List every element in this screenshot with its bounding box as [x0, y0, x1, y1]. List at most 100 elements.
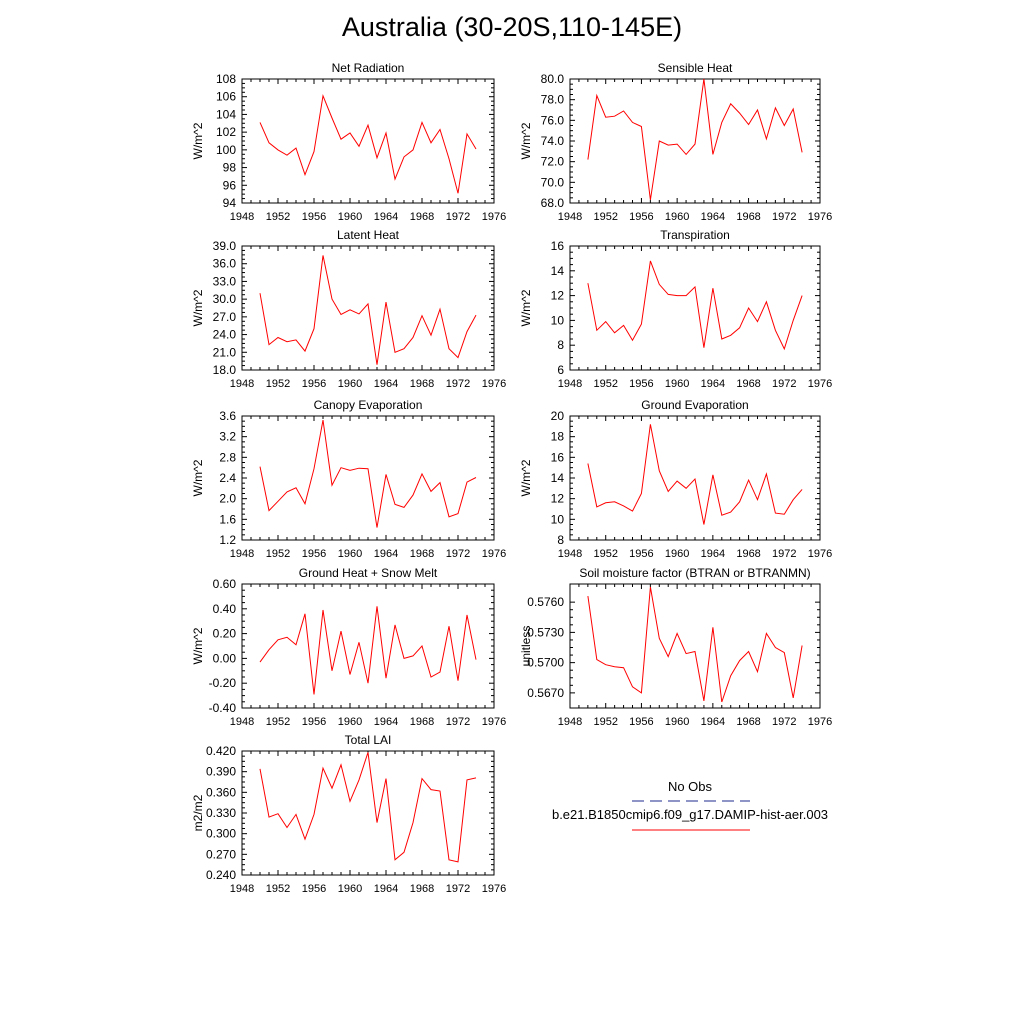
x-tick-label: 1952 [593, 716, 617, 728]
y-tick-label: 0.40 [213, 602, 237, 616]
x-tick-label: 1960 [338, 378, 362, 390]
series-line [259, 420, 477, 528]
panel-title: Total LAI [345, 733, 392, 747]
y-tick-label: -0.20 [209, 676, 237, 690]
legend-swatches [632, 800, 750, 831]
x-tick-label: 1956 [629, 716, 653, 728]
x-tick-label: 1948 [558, 378, 582, 390]
y-tick-label: 76.0 [541, 113, 565, 127]
x-tick-label: 1960 [665, 548, 689, 560]
x-tick-label: 1976 [482, 716, 506, 728]
y-tick-label: 3.2 [219, 430, 236, 444]
x-tick-label: 1972 [772, 716, 796, 728]
panel-title: Sensible Heat [658, 61, 733, 75]
panel-frame [569, 583, 821, 709]
x-tick-label: 1948 [558, 716, 582, 728]
x-tick-label: 1976 [482, 883, 506, 895]
panel-frame [241, 750, 495, 876]
x-tick-label: 1964 [374, 883, 398, 895]
series-line [587, 260, 803, 351]
x-tick-label: 1976 [482, 548, 506, 560]
y-tick-label: 33.0 [213, 274, 237, 288]
x-tick-label: 1948 [558, 211, 582, 223]
legend-label-model: b.e21.B1850cmip6.f09_g17.DAMIP-hist-aer.… [551, 807, 829, 822]
y-tick-label: 8 [557, 533, 564, 547]
x-tick-label: 1960 [338, 883, 362, 895]
panel-title: Net Radiation [332, 61, 405, 75]
y-tick-label: 98 [223, 161, 237, 175]
panel-8: 1948 1952 1956 1960 1964 1968 1972 1976 0.5670 0.… [519, 566, 832, 728]
x-tick-label: 1948 [230, 211, 254, 223]
x-tick-label: 1956 [302, 211, 326, 223]
x-tick-label: 1972 [446, 716, 470, 728]
y-axis-label: W/m^2 [519, 459, 533, 496]
series-line [587, 424, 803, 525]
x-tick-label: 1976 [808, 716, 832, 728]
y-tick-label: 2.8 [219, 450, 236, 464]
y-tick-label: 0.300 [206, 827, 236, 841]
x-tick-label: 1960 [338, 548, 362, 560]
y-tick-label: 36.0 [213, 257, 237, 271]
y-tick-label: 0.00 [213, 651, 237, 665]
x-tick-label: 1952 [266, 883, 290, 895]
panel-title: Canopy Evaporation [314, 398, 423, 412]
y-tick-label: 70.0 [541, 175, 565, 189]
y-tick-label: 0.5700 [527, 656, 564, 670]
x-tick-label: 1968 [736, 378, 760, 390]
y-tick-label: 0.5670 [527, 686, 564, 700]
y-tick-label: 96 [223, 178, 237, 192]
y-axis-label: W/m^2 [519, 122, 533, 159]
x-tick-label: 1968 [736, 716, 760, 728]
y-tick-label: 108 [216, 72, 236, 86]
y-tick-label: 72.0 [541, 155, 565, 169]
panel-title: Ground Heat + Snow Melt [299, 566, 438, 580]
panel-frame [241, 415, 495, 541]
y-tick-label: 2.0 [219, 492, 236, 506]
x-tick-label: 1956 [629, 211, 653, 223]
y-tick-label: -0.40 [209, 701, 237, 715]
y-tick-label: 3.6 [219, 409, 236, 423]
x-tick-label: 1952 [266, 548, 290, 560]
y-tick-label: 0.60 [213, 577, 237, 591]
y-tick-label: 8 [557, 338, 564, 352]
y-axis-label: m2/m2 [191, 794, 205, 831]
y-axis-label: W/m^2 [191, 122, 205, 159]
y-tick-label: 0.360 [206, 785, 236, 799]
panel-9: 1948 1952 1956 1960 1964 1968 1972 1976 0.240 0.2… [191, 733, 506, 895]
y-tick-label: 39.0 [213, 239, 237, 253]
x-tick-label: 1976 [482, 378, 506, 390]
x-tick-label: 1952 [593, 211, 617, 223]
panel-4: 1948 1952 1956 1960 1964 1968 1972 1976 6 8 10 12 14… [519, 228, 832, 390]
x-tick-label: 1968 [410, 883, 434, 895]
x-tick-label: 1968 [736, 211, 760, 223]
panel-frame [241, 583, 495, 709]
x-tick-label: 1952 [266, 716, 290, 728]
panel-6: 1948 1952 1956 1960 1964 1968 1972 1976 8 10 12 14 1… [519, 398, 832, 560]
y-tick-label: 16 [551, 450, 565, 464]
y-tick-label: 102 [216, 125, 236, 139]
x-tick-label: 1964 [374, 548, 398, 560]
y-tick-label: 0.270 [206, 847, 236, 861]
y-tick-label: 27.0 [213, 310, 237, 324]
y-axis-label: W/m^2 [191, 459, 205, 496]
x-tick-label: 1976 [482, 211, 506, 223]
x-tick-label: 1948 [230, 716, 254, 728]
x-tick-label: 1972 [446, 883, 470, 895]
y-tick-label: 14 [551, 264, 565, 278]
panel-5: 1948 1952 1956 1960 1964 1968 1972 1976 1.2 1.6 2.… [191, 398, 506, 560]
x-tick-label: 1956 [302, 883, 326, 895]
x-tick-label: 1964 [374, 211, 398, 223]
x-tick-label: 1968 [410, 378, 434, 390]
y-tick-label: 0.330 [206, 806, 236, 820]
x-tick-label: 1948 [230, 883, 254, 895]
x-tick-label: 1948 [230, 548, 254, 560]
y-axis-label: W/m^2 [519, 289, 533, 326]
x-tick-label: 1976 [808, 211, 832, 223]
y-tick-label: 78.0 [541, 93, 565, 107]
x-tick-label: 1968 [410, 211, 434, 223]
x-tick-label: 1952 [266, 378, 290, 390]
legend-label-no-obs: No Obs [667, 779, 713, 794]
panel-frame [569, 245, 821, 371]
panel-2: 1948 1952 1956 1960 1964 1968 1972 1976 68.0 70.0… [519, 61, 832, 223]
x-tick-label: 1968 [410, 716, 434, 728]
